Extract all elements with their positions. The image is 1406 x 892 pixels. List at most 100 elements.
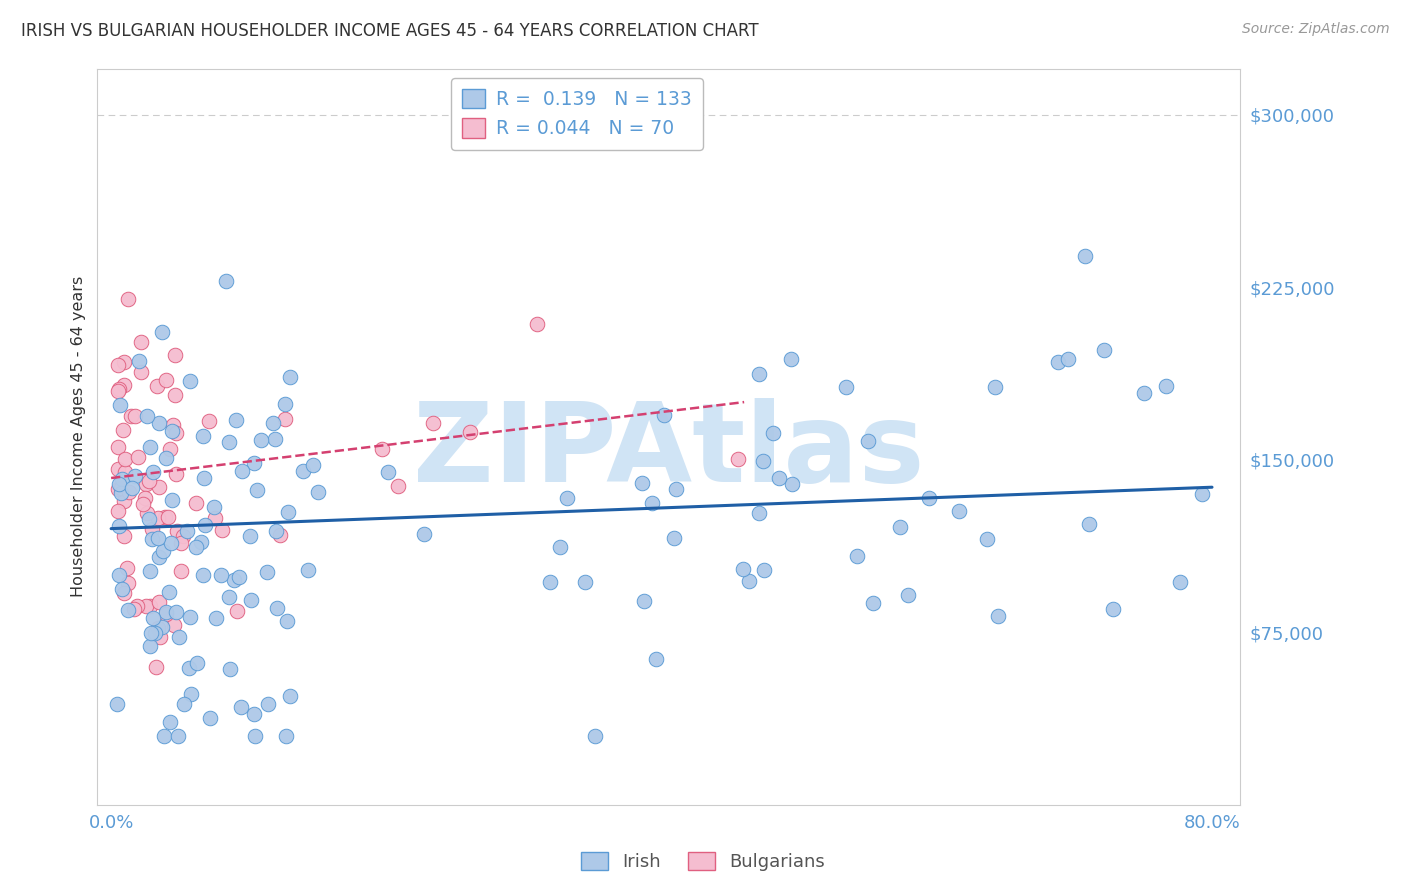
Point — [138, 440, 160, 454]
Point — [239, 529, 262, 543]
Point — [110, 582, 132, 596]
Point — [131, 334, 153, 349]
Point — [633, 593, 655, 607]
Point — [165, 467, 187, 482]
Point — [107, 504, 129, 518]
Point — [1154, 379, 1177, 393]
Point — [132, 497, 155, 511]
Point — [193, 470, 215, 484]
Point — [948, 504, 970, 518]
Point — [124, 469, 146, 483]
Point — [574, 575, 596, 590]
Point — [155, 450, 177, 465]
Point — [292, 464, 315, 478]
Point — [159, 442, 181, 457]
Point — [135, 599, 157, 613]
Point — [307, 485, 329, 500]
Point — [184, 540, 207, 554]
Point — [176, 524, 198, 538]
Point — [198, 414, 221, 428]
Point — [112, 355, 135, 369]
Point — [138, 474, 160, 488]
Point — [153, 729, 176, 743]
Point — [153, 509, 176, 524]
Point — [245, 729, 267, 743]
Point — [136, 409, 159, 423]
Point — [117, 602, 139, 616]
Point — [139, 640, 162, 654]
Point — [242, 707, 264, 722]
Point — [209, 568, 232, 582]
Point — [202, 500, 225, 514]
Point — [155, 372, 177, 386]
Point — [640, 496, 662, 510]
Point — [122, 602, 145, 616]
Point — [1102, 601, 1125, 615]
Point — [166, 524, 188, 539]
Point — [115, 561, 138, 575]
Point — [167, 631, 190, 645]
Point — [263, 432, 285, 446]
Point — [780, 476, 803, 491]
Point — [179, 374, 201, 388]
Point — [215, 275, 238, 289]
Point — [160, 493, 183, 508]
Point — [114, 465, 136, 479]
Point — [112, 586, 135, 600]
Point — [107, 440, 129, 454]
Point — [231, 700, 253, 714]
Point — [150, 325, 173, 339]
Point — [1191, 486, 1213, 500]
Point — [422, 416, 444, 430]
Point — [112, 494, 135, 508]
Point — [976, 532, 998, 546]
Point — [167, 729, 190, 743]
Point — [631, 475, 654, 490]
Point — [835, 380, 858, 394]
Point — [846, 549, 869, 563]
Point — [177, 661, 200, 675]
Point — [274, 397, 297, 411]
Point — [664, 531, 686, 545]
Point — [135, 476, 157, 491]
Point — [738, 574, 761, 588]
Point — [165, 425, 187, 440]
Point — [160, 424, 183, 438]
Point — [159, 715, 181, 730]
Legend: R =  0.139   N = 133, R = 0.044   N = 70: R = 0.139 N = 133, R = 0.044 N = 70 — [451, 78, 703, 150]
Point — [184, 496, 207, 510]
Point — [665, 482, 688, 496]
Point — [108, 518, 131, 533]
Point — [240, 593, 263, 607]
Point — [277, 505, 299, 519]
Y-axis label: Householder Income Ages 45 - 64 years: Householder Income Ages 45 - 64 years — [72, 276, 86, 598]
Point — [224, 573, 246, 587]
Point — [117, 484, 139, 499]
Point — [1074, 249, 1097, 263]
Point — [108, 568, 131, 582]
Point — [218, 590, 240, 604]
Point — [1133, 385, 1156, 400]
Point — [371, 442, 394, 456]
Point — [142, 465, 165, 479]
Point — [186, 656, 208, 670]
Point — [269, 527, 291, 541]
Point — [124, 409, 146, 423]
Point — [107, 461, 129, 475]
Point — [645, 652, 668, 666]
Point — [583, 729, 606, 743]
Point — [225, 413, 247, 427]
Point — [160, 536, 183, 550]
Point — [225, 604, 247, 618]
Point — [139, 564, 162, 578]
Point — [142, 611, 165, 625]
Point — [862, 596, 884, 610]
Point — [163, 348, 186, 362]
Point — [165, 605, 187, 619]
Point — [139, 599, 162, 613]
Point — [274, 411, 297, 425]
Point — [243, 456, 266, 470]
Point — [146, 621, 169, 635]
Point — [139, 626, 162, 640]
Point — [918, 491, 941, 505]
